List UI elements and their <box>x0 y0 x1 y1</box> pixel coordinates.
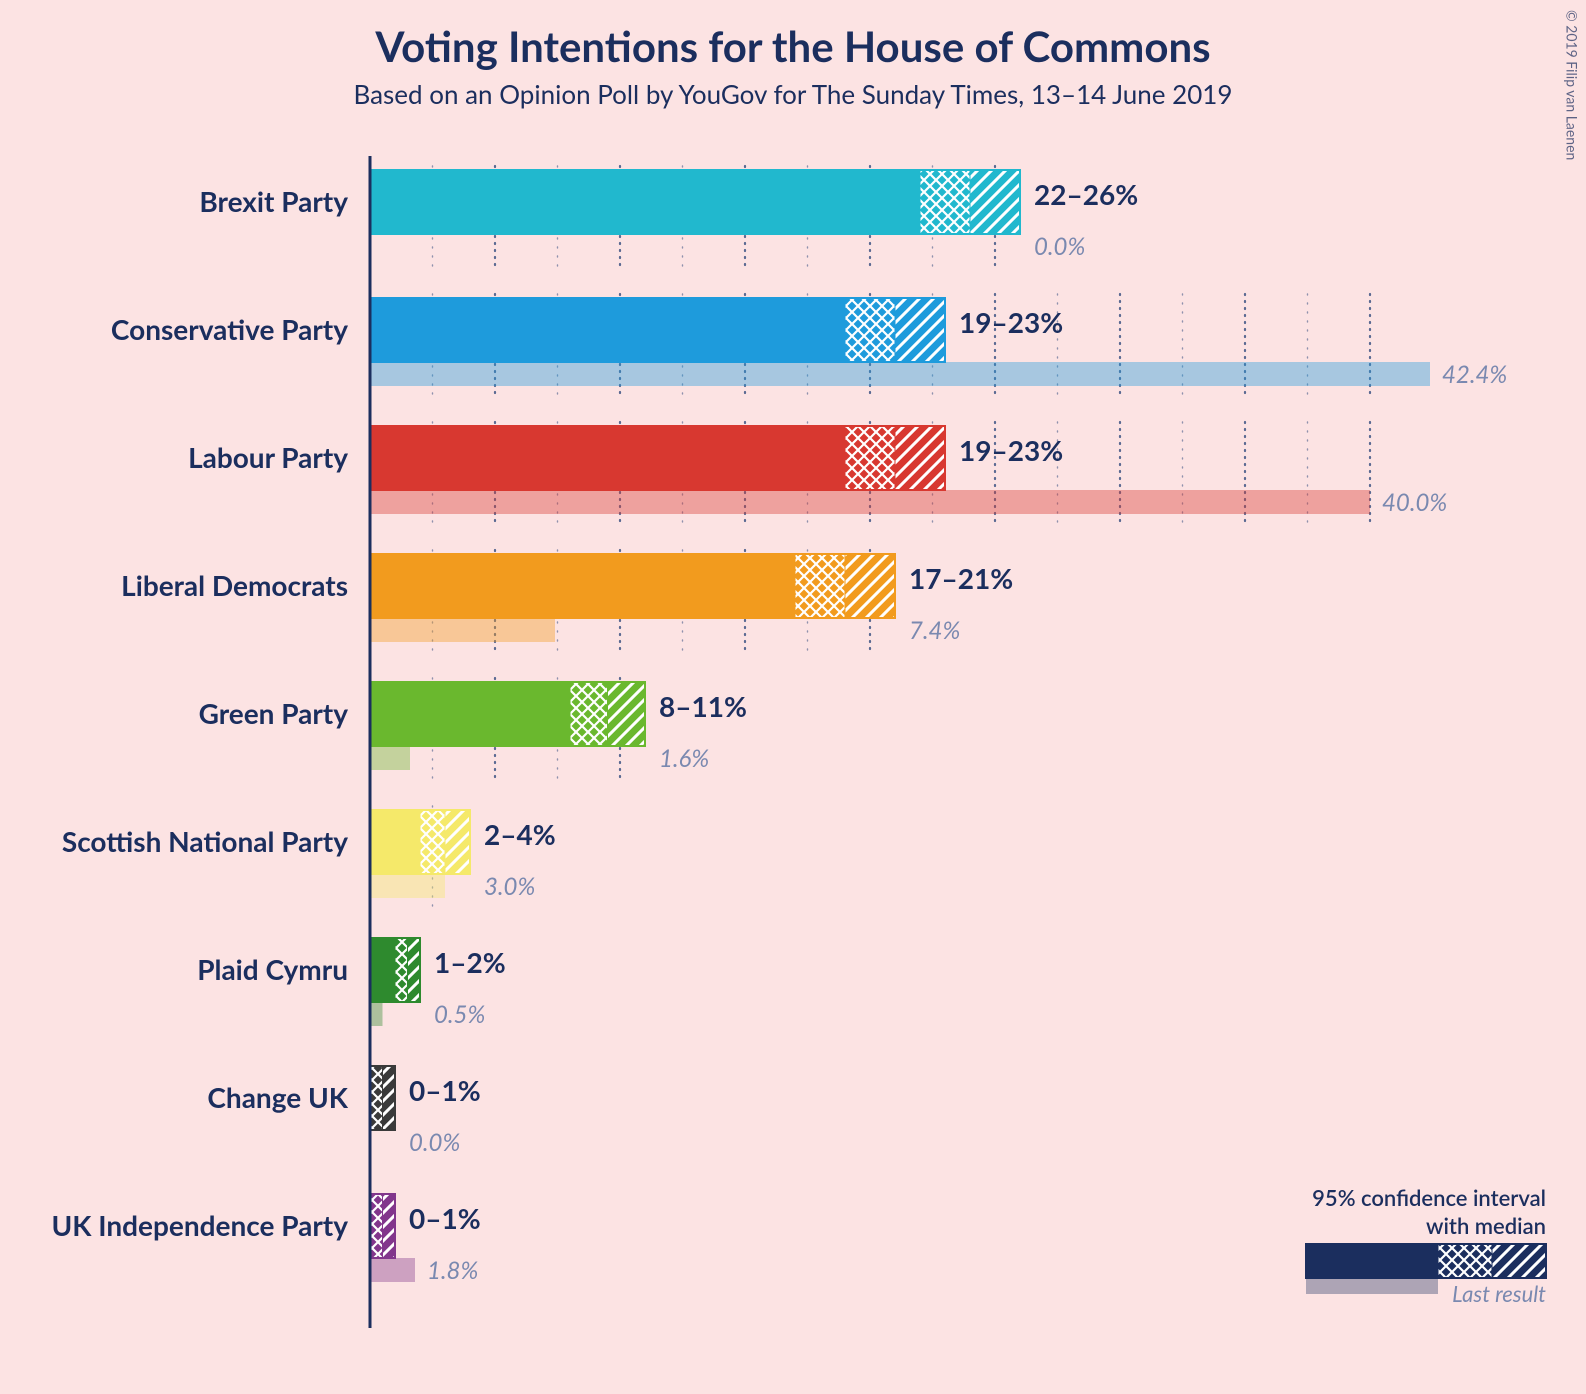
value-label: 22–26% <box>1034 177 1138 211</box>
last-result-label: 1.6% <box>659 744 709 773</box>
bar-ci-lower <box>570 682 608 746</box>
last-result-bar <box>370 874 445 898</box>
value-label: 19–23% <box>959 433 1063 467</box>
bar-low <box>370 682 570 746</box>
rows: Brexit Party 22–26% 0.0% Conservative Party… <box>51 166 1507 1285</box>
bar-ci-upper <box>845 554 895 618</box>
bar-ci-upper <box>383 1194 396 1258</box>
party-label: Plaid Cymru <box>197 952 348 986</box>
last-result-label: 1.8% <box>427 1256 478 1285</box>
bar-ci-lower <box>920 170 970 234</box>
bar-ci-upper <box>895 426 945 490</box>
legend-last-label: Last result <box>1452 1280 1546 1307</box>
bar-ci-lower <box>370 1194 383 1258</box>
party-label: Change UK <box>207 1080 348 1114</box>
value-label: 2–4% <box>484 817 556 851</box>
last-result-label: 42.4% <box>1442 360 1507 389</box>
bar-low <box>370 938 395 1002</box>
chart-subtitle: Based on an Opinion Poll by YouGov for T… <box>354 78 1233 110</box>
party-row: Conservative Party 19–23% 42.4% <box>111 294 1507 398</box>
party-label: Green Party <box>199 696 349 730</box>
value-label: 19–23% <box>959 305 1063 339</box>
legend-bar-solid <box>1306 1244 1438 1278</box>
legend-text-1: 95% confidence interval <box>1312 1184 1546 1211</box>
last-result-bar <box>370 618 555 642</box>
bar-low <box>370 810 420 874</box>
bar-ci-upper <box>895 298 945 362</box>
bar-low <box>370 554 795 618</box>
last-result-label: 0.5% <box>434 1000 485 1029</box>
last-result-label: 7.4% <box>909 616 960 645</box>
party-label: Scottish National Party <box>62 824 348 858</box>
party-row: Green Party 8–11% 1.6% <box>199 678 747 782</box>
party-row: Liberal Democrats 17–21% 7.4% <box>121 550 1013 654</box>
bar-ci-upper <box>970 170 1020 234</box>
bar-low <box>370 170 920 234</box>
bar-ci-lower <box>370 1066 383 1130</box>
party-label: Liberal Democrats <box>121 568 348 602</box>
party-row: Labour Party 19–23% 40.0% <box>188 422 1447 526</box>
party-label: Conservative Party <box>111 312 348 346</box>
party-label: Labour Party <box>188 440 348 474</box>
legend: 95% confidence intervalwith median Last r… <box>1306 1184 1546 1307</box>
bar-low <box>370 298 845 362</box>
bar-ci-lower <box>845 298 895 362</box>
party-row: Change UK 0–1% 0.0% <box>207 1066 480 1157</box>
value-label: 17–21% <box>909 561 1013 595</box>
bar-ci-upper <box>383 1066 396 1130</box>
party-row: Plaid Cymru 1–2% 0.5% <box>197 938 505 1029</box>
legend-text-2: with median <box>1426 1212 1546 1239</box>
bar-ci-lower <box>420 810 445 874</box>
bar-ci-lower <box>845 426 895 490</box>
bar-ci-upper <box>608 682 646 746</box>
last-result-label: 40.0% <box>1382 488 1447 517</box>
bar-low <box>370 426 845 490</box>
party-label: UK Independence Party <box>51 1208 348 1242</box>
last-result-bar <box>370 490 1370 514</box>
value-label: 0–1% <box>409 1073 481 1107</box>
last-result-bar <box>370 746 410 770</box>
last-result-bar <box>370 1002 383 1026</box>
value-label: 8–11% <box>659 689 747 723</box>
party-row: UK Independence Party 0–1% 1.8% <box>51 1194 480 1285</box>
legend-bar-diag <box>1492 1244 1546 1278</box>
chart-svg: Voting Intentions for the House of Commo… <box>0 0 1586 1394</box>
bar-ci-upper <box>408 938 421 1002</box>
bar-ci-lower <box>395 938 408 1002</box>
legend-bar-cross <box>1438 1244 1492 1278</box>
value-label: 0–1% <box>409 1201 481 1235</box>
bar-ci-upper <box>445 810 470 874</box>
last-result-bar <box>370 362 1430 386</box>
chart-title: Voting Intentions for the House of Commo… <box>374 21 1210 71</box>
credit-line: © 2019 Filip van Laenen <box>1563 10 1580 160</box>
party-row: Scottish National Party 2–4% 3.0% <box>62 806 556 910</box>
party-label: Brexit Party <box>199 184 348 218</box>
legend-last-swatch <box>1306 1278 1438 1294</box>
poll-chart: Voting Intentions for the House of Commo… <box>0 0 1586 1394</box>
bar-ci-lower <box>795 554 845 618</box>
value-label: 1–2% <box>434 945 506 979</box>
party-row: Brexit Party 22–26% 0.0% <box>199 166 1138 270</box>
last-result-bar <box>370 1258 415 1282</box>
last-result-label: 3.0% <box>484 872 535 901</box>
last-result-label: 0.0% <box>409 1128 460 1157</box>
last-result-label: 0.0% <box>1034 232 1085 261</box>
